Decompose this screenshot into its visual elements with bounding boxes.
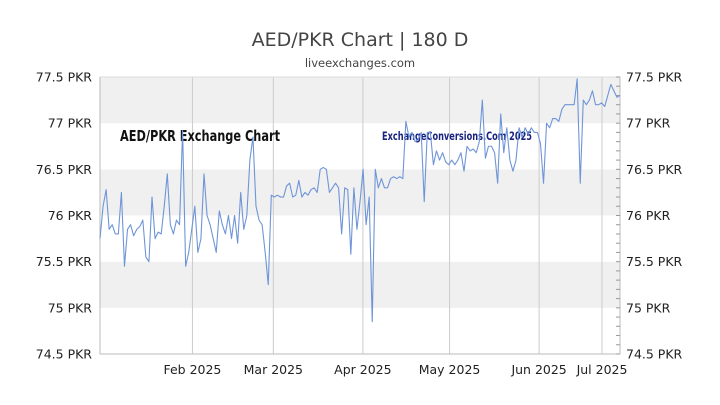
y-tick-label-right: 77 PKR <box>626 116 671 131</box>
x-tick-label: Feb 2025 <box>163 362 221 377</box>
y-tick-label-left: 76.5 PKR <box>36 162 93 177</box>
y-tick-label-right: 75 PKR <box>626 300 671 315</box>
series-group <box>99 78 621 323</box>
y-tick-label-right: 76 PKR <box>626 208 671 223</box>
y-tick-label-left: 75 PKR <box>48 300 93 315</box>
y-tick-label-left: 77 PKR <box>48 116 93 131</box>
watermark-left: AED/PKR Exchange Chart <box>120 127 280 145</box>
x-tick-label: Jul 2025 <box>576 362 628 377</box>
grid-band <box>100 261 620 308</box>
y-tick-label-left: 76 PKR <box>48 208 93 223</box>
x-tick-label: Jun 2025 <box>510 362 566 377</box>
y-tick-labels-right: 74.5 PKR 75 PKR 75.5 PKR 76 PKR 76.5 PKR 77 P… <box>626 70 683 362</box>
y-tick-labels-left: 74.5 PKR 75 PKR 75.5 PKR 76 PKR 76.5 PKR 77 P… <box>36 70 93 362</box>
x-tick-labels: Feb 2025 Mar 2025 Apr 2025 May 2025 Jun 2025… <box>163 362 627 377</box>
right-minor-ticks <box>616 76 620 355</box>
y-tick-label-right: 75.5 PKR <box>626 254 683 269</box>
y-tick-label-left: 75.5 PKR <box>36 254 93 269</box>
grid-band <box>100 307 620 354</box>
chart-vertical-grid <box>191 77 603 354</box>
y-tick-label-left: 77.5 PKR <box>36 70 93 85</box>
grid-band <box>100 77 620 124</box>
y-tick-label-right: 77.5 PKR <box>626 70 683 85</box>
chart-subtitle: liveexchanges.com <box>305 56 415 70</box>
x-tick-label: Mar 2025 <box>244 362 303 377</box>
y-tick-label-left: 74.5 PKR <box>36 347 93 362</box>
y-tick-label-right: 74.5 PKR <box>626 347 683 362</box>
watermark-right: ExchangeConversions.Com 2025 <box>382 129 532 143</box>
series-line-aed-pkr <box>99 78 621 323</box>
grid-band <box>100 215 620 262</box>
x-tick-label: Apr 2025 <box>334 362 391 377</box>
grid-band <box>100 169 620 216</box>
chart-bands <box>100 77 620 354</box>
y-tick-label-right: 76.5 PKR <box>626 162 683 177</box>
chart-title: AED/PKR Chart | 180 D <box>252 29 469 51</box>
x-tick-label: May 2025 <box>419 362 481 377</box>
